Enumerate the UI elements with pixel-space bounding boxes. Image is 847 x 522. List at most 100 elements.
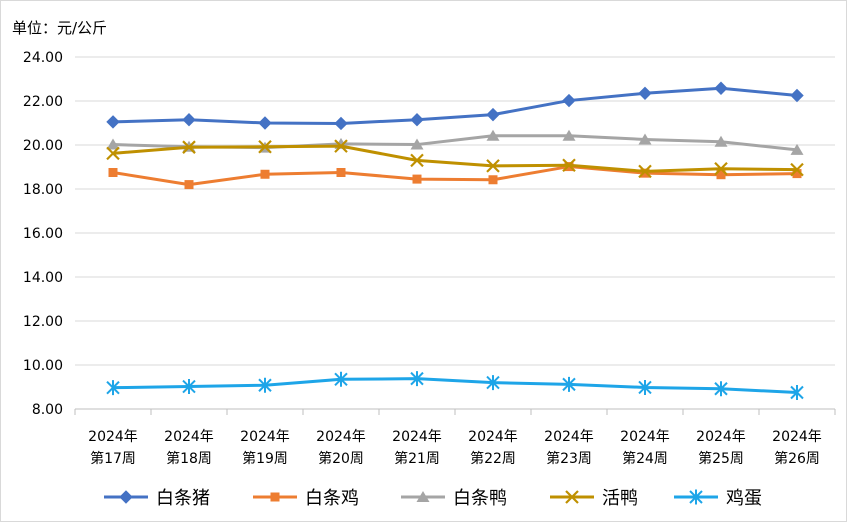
data-point: [410, 112, 424, 127]
x-tick-label-year: 2024年: [392, 429, 442, 445]
series-3: [106, 139, 804, 179]
x-tick-label-year: 2024年: [620, 429, 670, 445]
legend-label: 鸡蛋: [726, 488, 762, 509]
data-point: [486, 159, 500, 173]
legend-item: 白条鸭: [401, 488, 507, 509]
data-point: [714, 81, 728, 95]
data-point: [716, 170, 726, 180]
data-point: [562, 376, 576, 392]
data-point: [334, 116, 348, 131]
data-point: [182, 379, 196, 395]
legend-item: 鸡蛋: [674, 488, 762, 509]
data-point: [562, 93, 576, 108]
y-tick-label: 14.00: [23, 270, 63, 286]
x-tick-label-year: 2024年: [696, 429, 746, 445]
legend-item: 白条鸡: [253, 488, 359, 509]
y-tick-label: 16.00: [23, 226, 63, 242]
x-tick-label-week: 第18周: [166, 450, 212, 467]
data-point: [184, 180, 194, 190]
series-line: [112, 86, 798, 125]
data-point: [412, 174, 422, 184]
legend: 白条猪 白条鸡 白条鸭 活鸭 鸡蛋: [104, 488, 762, 509]
data-point: [714, 381, 728, 397]
legend-marker: [689, 489, 703, 505]
x-tick-label-week: 第24周: [622, 450, 668, 467]
series-0: [106, 81, 804, 131]
data-point: [790, 88, 804, 103]
x-tick-label-year: 2024年: [164, 429, 214, 445]
y-tick-label: 12.00: [23, 314, 63, 330]
x-tick-label-week: 第21周: [394, 450, 440, 467]
x-tick-label-week: 第23周: [546, 450, 592, 467]
data-point: [714, 161, 728, 176]
data-point: [258, 139, 272, 154]
data-point: [486, 375, 500, 391]
y-tick-label: 24.00: [23, 50, 63, 66]
y-tick-label: 20.00: [23, 138, 63, 154]
data-point: [410, 153, 424, 168]
legend-marker: [119, 490, 133, 504]
y-tick-label: 8.00: [32, 402, 63, 418]
legend-label: 白条猪: [156, 488, 210, 509]
legend-marker: [416, 491, 430, 502]
series-line: [112, 144, 798, 173]
data-point: [486, 129, 500, 141]
x-tick-label-week: 第26周: [774, 450, 820, 467]
data-point: [258, 377, 272, 393]
data-point: [488, 175, 498, 185]
x-tick-label-week: 第25周: [698, 450, 744, 467]
legend-marker: [565, 490, 579, 504]
series-line: [112, 377, 798, 394]
x-tick-label-year: 2024年: [88, 429, 138, 445]
unit-label: 单位：元/公斤: [12, 19, 107, 37]
data-point: [108, 168, 118, 177]
data-point: [260, 169, 270, 179]
series-2: [106, 129, 804, 155]
x-tick-label-week: 第17周: [90, 450, 136, 467]
data-point: [562, 129, 576, 141]
series-4: [106, 371, 804, 400]
x-tick-label-year: 2024年: [544, 429, 594, 445]
y-tick-label: 18.00: [23, 182, 63, 198]
data-point: [410, 138, 424, 150]
series-1: [108, 162, 802, 190]
data-point: [334, 371, 348, 387]
x-tick-label-year: 2024年: [316, 429, 366, 445]
data-point: [410, 371, 424, 387]
gridlines: [75, 56, 835, 366]
legend-label: 白条鸡: [305, 488, 359, 509]
legend-label: 活鸭: [602, 488, 638, 509]
legend-item: 活鸭: [550, 488, 638, 509]
data-point: [182, 140, 196, 154]
data-point: [790, 162, 804, 177]
y-tick-label: 10.00: [23, 358, 63, 374]
x-tick-label-week: 第22周: [470, 450, 516, 467]
data-point: [182, 112, 196, 127]
data-point: [562, 158, 576, 173]
x-tick-label-year: 2024年: [468, 429, 518, 445]
legend-label: 白条鸭: [453, 488, 507, 509]
data-point: [790, 385, 804, 400]
x-tick-label-week: 第20周: [318, 450, 364, 467]
data-point: [638, 86, 652, 101]
legend-item: 白条猪: [104, 488, 210, 509]
data-point: [336, 168, 346, 177]
x-tick-label-week: 第19周: [242, 450, 288, 467]
data-point: [640, 168, 650, 178]
data-point: [638, 133, 652, 145]
series-line: [112, 165, 798, 187]
data-point: [790, 143, 804, 155]
data-point: [106, 138, 120, 150]
x-tick-label-year: 2024年: [240, 429, 290, 445]
data-point: [106, 146, 120, 161]
data-point: [106, 380, 120, 396]
x-tick-label-year: 2024年: [772, 429, 822, 445]
data-point: [486, 107, 500, 122]
y-tick-label: 22.00: [23, 94, 63, 110]
data-point: [714, 135, 728, 147]
legend-marker: [270, 492, 280, 502]
data-point: [106, 115, 120, 129]
data-point: [258, 116, 272, 130]
